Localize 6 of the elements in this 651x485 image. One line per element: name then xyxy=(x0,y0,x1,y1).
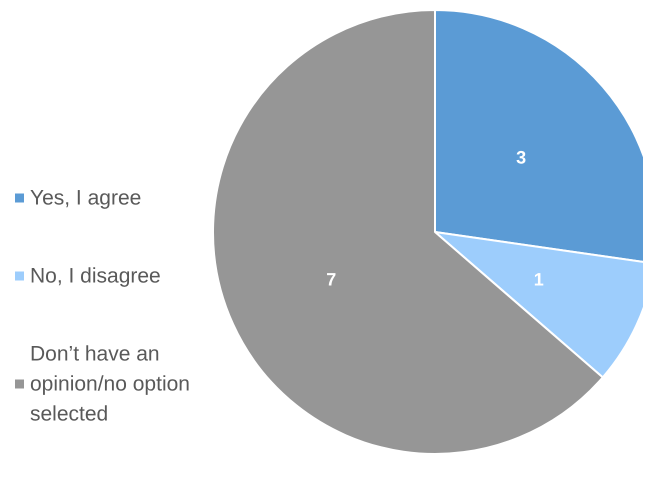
legend-label: No, I disagree xyxy=(30,264,161,288)
data-label: 1 xyxy=(534,269,544,290)
legend-label: Don’t have an opinion/no option selected xyxy=(30,342,196,426)
data-label: 3 xyxy=(516,147,526,168)
legend-label: Yes, I agree xyxy=(30,186,142,210)
data-label: 7 xyxy=(326,269,336,290)
